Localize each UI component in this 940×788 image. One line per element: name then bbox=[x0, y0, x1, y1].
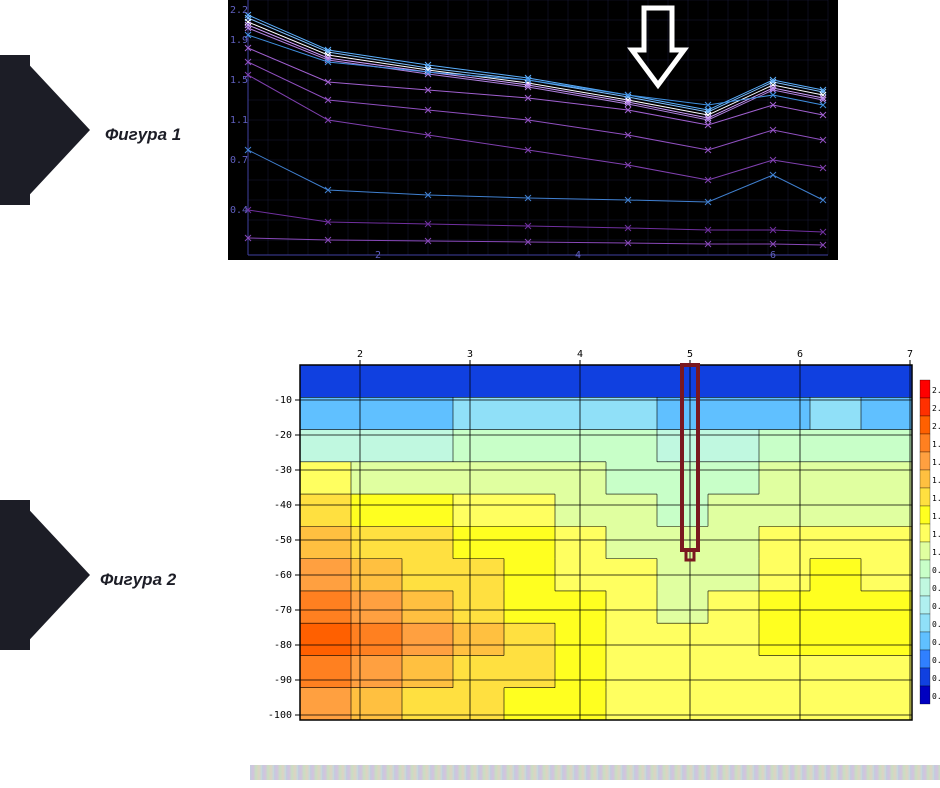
svg-text:2.15: 2.15 bbox=[932, 404, 940, 413]
svg-text:1.9: 1.9 bbox=[230, 35, 248, 46]
figure2-chart: -10 -20 -30 -40 -50 -60 -70 -80 -90 -100 2 3 4 5 6 7 2… bbox=[250, 345, 940, 730]
color-legend: 2.28 2.15 2.01 1.88 1.74 1.61 1.48 1.34 1.21 1.07… bbox=[920, 380, 940, 704]
svg-text:0.54: 0.54 bbox=[932, 620, 940, 629]
svg-text:1.1: 1.1 bbox=[230, 115, 248, 126]
svg-text:1.07: 1.07 bbox=[932, 548, 940, 557]
svg-text:0.13: 0.13 bbox=[932, 674, 940, 683]
svg-text:-80: -80 bbox=[274, 640, 292, 651]
svg-text:1.61: 1.61 bbox=[932, 476, 940, 485]
figure1-marker bbox=[0, 55, 100, 205]
svg-text:7: 7 bbox=[907, 349, 913, 360]
svg-text:0.94: 0.94 bbox=[932, 566, 940, 575]
svg-text:4: 4 bbox=[575, 250, 581, 260]
svg-text:-70: -70 bbox=[274, 605, 292, 616]
down-arrow-icon bbox=[632, 8, 684, 85]
svg-text:6: 6 bbox=[797, 349, 803, 360]
svg-text:2: 2 bbox=[375, 250, 381, 260]
svg-text:1.34: 1.34 bbox=[932, 512, 940, 521]
svg-text:1.74: 1.74 bbox=[932, 458, 940, 467]
svg-text:4: 4 bbox=[577, 349, 583, 360]
svg-text:2.01: 2.01 bbox=[932, 422, 940, 431]
svg-text:-50: -50 bbox=[274, 535, 292, 546]
figure1-chart: 2.2 1.9 1.5 1.1 0.7 0.4 2 4 6 bbox=[228, 0, 838, 260]
svg-text:1.88: 1.88 bbox=[932, 440, 940, 449]
noise-strip bbox=[250, 765, 940, 780]
svg-text:-100: -100 bbox=[268, 710, 292, 721]
svg-text:1.21: 1.21 bbox=[932, 530, 940, 539]
svg-text:0.81: 0.81 bbox=[932, 584, 940, 593]
heatmap-svg: -10 -20 -30 -40 -50 -60 -70 -80 -90 -100 2 3 4 5 6 7 2… bbox=[250, 345, 940, 730]
svg-text:1.5: 1.5 bbox=[230, 75, 248, 86]
svg-text:-40: -40 bbox=[274, 500, 292, 511]
svg-text:5: 5 bbox=[687, 349, 693, 360]
svg-text:-30: -30 bbox=[274, 465, 292, 476]
svg-text:2.2: 2.2 bbox=[230, 5, 248, 16]
svg-text:2: 2 bbox=[357, 349, 363, 360]
svg-text:-90: -90 bbox=[274, 675, 292, 686]
svg-text:3: 3 bbox=[467, 349, 473, 360]
figure1-label: Фигура 1 bbox=[105, 125, 181, 145]
svg-text:1.48: 1.48 bbox=[932, 494, 940, 503]
svg-text:0.4: 0.4 bbox=[230, 205, 248, 216]
svg-text:-10: -10 bbox=[274, 395, 292, 406]
svg-text:0.40: 0.40 bbox=[932, 638, 940, 647]
svg-text:0.67: 0.67 bbox=[932, 602, 940, 611]
svg-text:-60: -60 bbox=[274, 570, 292, 581]
svg-text:0.27: 0.27 bbox=[932, 656, 940, 665]
svg-text:6: 6 bbox=[770, 250, 776, 260]
svg-text:0.00: 0.00 bbox=[932, 692, 940, 701]
svg-text:0.7: 0.7 bbox=[230, 155, 248, 166]
svg-text:2.28: 2.28 bbox=[932, 386, 940, 395]
figure2-marker bbox=[0, 500, 100, 650]
svg-text:-20: -20 bbox=[274, 430, 292, 441]
figure2-label: Фигура 2 bbox=[100, 570, 176, 590]
line-chart-svg: 2.2 1.9 1.5 1.1 0.7 0.4 2 4 6 bbox=[228, 0, 838, 260]
